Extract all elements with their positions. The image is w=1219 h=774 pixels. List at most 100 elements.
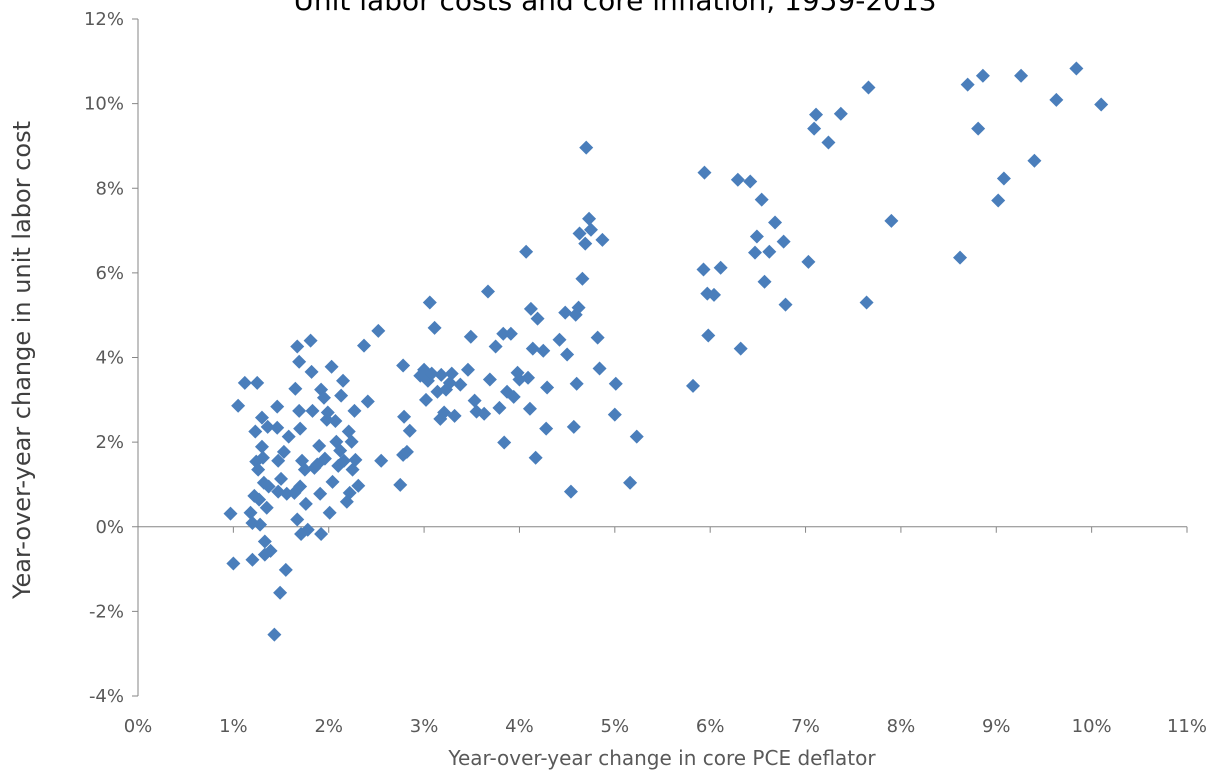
x-tick-label: 11% bbox=[1167, 716, 1207, 737]
point bbox=[497, 435, 512, 450]
point bbox=[290, 512, 305, 527]
point bbox=[447, 408, 462, 423]
point bbox=[960, 77, 975, 92]
point bbox=[248, 424, 263, 439]
point bbox=[566, 419, 581, 434]
point bbox=[482, 372, 497, 387]
point bbox=[730, 172, 745, 187]
point bbox=[768, 215, 783, 230]
x-tick-label: 2% bbox=[314, 716, 343, 737]
point bbox=[427, 320, 442, 335]
point bbox=[357, 338, 372, 353]
point bbox=[861, 80, 876, 95]
point bbox=[243, 505, 258, 520]
point bbox=[259, 500, 274, 515]
point bbox=[320, 405, 335, 420]
point bbox=[496, 326, 511, 341]
point bbox=[582, 211, 597, 226]
point bbox=[360, 394, 375, 409]
point bbox=[270, 399, 285, 414]
point bbox=[480, 284, 495, 299]
point bbox=[595, 232, 610, 247]
y-tick-label: 10% bbox=[84, 94, 124, 115]
point bbox=[278, 562, 293, 577]
y-tick-label: -4% bbox=[89, 686, 124, 707]
point bbox=[273, 585, 288, 600]
point bbox=[623, 475, 638, 490]
point bbox=[572, 226, 587, 241]
point bbox=[322, 505, 337, 520]
point bbox=[525, 341, 540, 356]
point bbox=[437, 405, 452, 420]
point bbox=[271, 453, 286, 468]
y-tick-label: 8% bbox=[95, 178, 124, 199]
point bbox=[821, 135, 836, 150]
point bbox=[293, 421, 308, 436]
point bbox=[540, 380, 555, 395]
point bbox=[607, 407, 622, 422]
y-tick-label: 0% bbox=[95, 517, 124, 538]
point bbox=[347, 403, 362, 418]
y-tick-label: 4% bbox=[95, 348, 124, 369]
point bbox=[1049, 92, 1064, 107]
point bbox=[444, 366, 459, 381]
point bbox=[560, 347, 575, 362]
point bbox=[317, 451, 332, 466]
point bbox=[418, 392, 433, 407]
point bbox=[592, 361, 607, 376]
x-tick-label: 1% bbox=[219, 716, 248, 737]
point bbox=[288, 381, 303, 396]
point bbox=[748, 245, 763, 260]
point bbox=[281, 429, 296, 444]
point bbox=[371, 323, 386, 338]
x-tick-label: 6% bbox=[696, 716, 725, 737]
point bbox=[953, 250, 968, 265]
point bbox=[290, 339, 305, 354]
point bbox=[399, 444, 414, 459]
y-tick-label: 12% bbox=[84, 9, 124, 30]
point bbox=[776, 234, 791, 249]
point bbox=[254, 410, 269, 425]
point bbox=[300, 522, 315, 537]
point bbox=[422, 295, 437, 310]
point bbox=[293, 479, 308, 494]
point bbox=[696, 262, 711, 277]
point bbox=[701, 328, 716, 343]
point bbox=[292, 354, 307, 369]
point bbox=[257, 534, 272, 549]
point bbox=[344, 434, 359, 449]
point bbox=[261, 479, 276, 494]
point bbox=[1014, 68, 1029, 83]
point bbox=[575, 271, 590, 286]
point bbox=[579, 140, 594, 155]
point bbox=[453, 377, 468, 392]
point bbox=[697, 165, 712, 180]
point bbox=[304, 364, 319, 379]
point bbox=[884, 213, 899, 228]
point bbox=[629, 429, 644, 444]
point bbox=[558, 305, 573, 320]
point bbox=[733, 341, 748, 356]
point bbox=[226, 556, 241, 571]
point bbox=[342, 485, 357, 500]
point bbox=[402, 423, 417, 438]
point bbox=[270, 420, 285, 435]
point bbox=[305, 403, 320, 418]
point bbox=[467, 393, 482, 408]
point bbox=[859, 295, 874, 310]
point bbox=[749, 229, 764, 244]
x-tick-label: 0% bbox=[124, 716, 153, 737]
point bbox=[778, 297, 793, 312]
point bbox=[521, 370, 536, 385]
y-tick-label: 6% bbox=[95, 263, 124, 284]
point bbox=[252, 492, 267, 507]
point bbox=[583, 222, 598, 237]
point bbox=[522, 401, 537, 416]
point bbox=[255, 450, 270, 465]
point bbox=[762, 244, 777, 259]
point bbox=[530, 311, 545, 326]
point bbox=[263, 543, 278, 558]
x-tick-label: 5% bbox=[601, 716, 630, 737]
